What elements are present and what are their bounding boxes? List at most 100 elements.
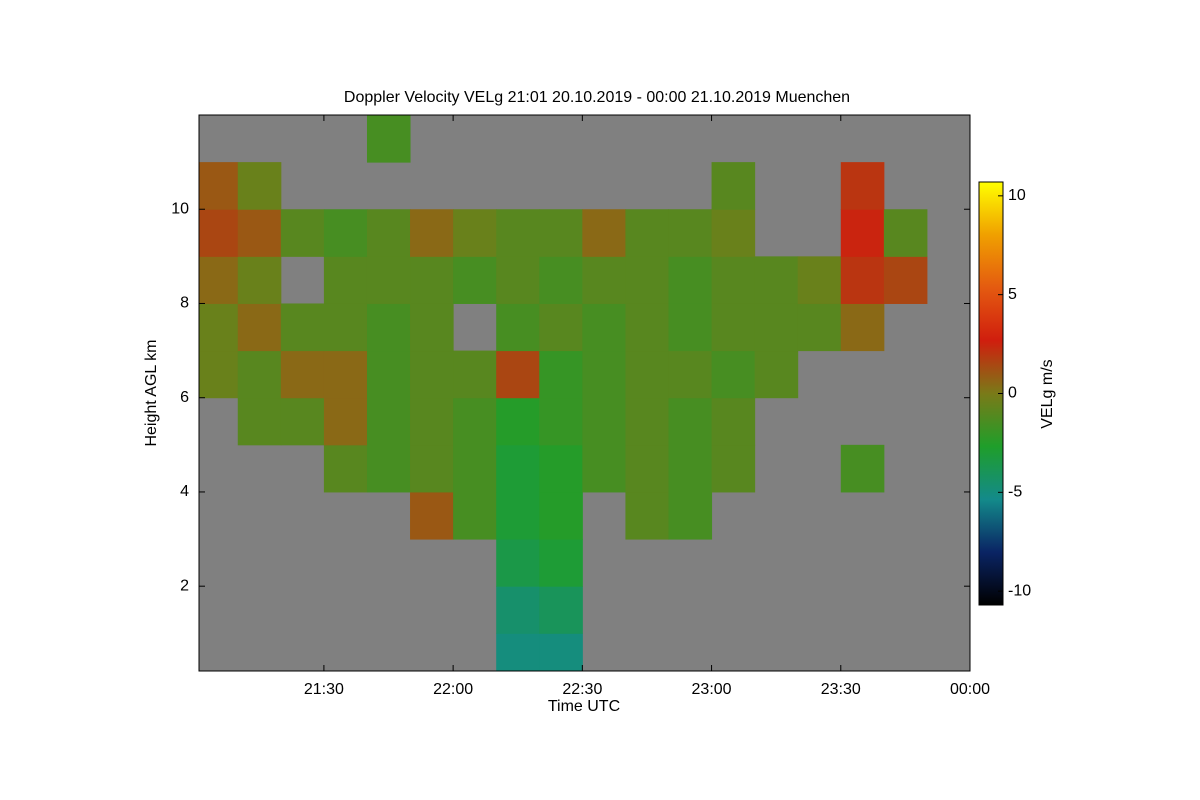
heatmap-cell [410, 444, 454, 493]
heatmap-cell [539, 350, 583, 399]
heatmap-cell [840, 162, 885, 210]
x-tick-label: 22:00 [433, 681, 473, 698]
heatmap-cell [199, 209, 239, 257]
heatmap-cell [496, 303, 540, 352]
heatmap-cell [366, 303, 411, 352]
heatmap-cell [582, 256, 626, 304]
heatmap-cell [453, 397, 497, 446]
chart-title: Doppler Velocity VELg 21:01 20.10.2019 -… [344, 89, 850, 106]
heatmap-cell [883, 209, 928, 257]
heatmap-cell [625, 444, 669, 493]
heatmap-cell [237, 350, 282, 399]
heatmap-cell [366, 209, 411, 257]
heatmap-cell [237, 162, 282, 210]
y-tick-label: 2 [180, 577, 189, 594]
y-tick-label: 8 [180, 295, 189, 312]
heatmap-cell [496, 539, 540, 587]
plot-frame [198, 114, 971, 672]
heatmap-cell [410, 209, 454, 257]
heatmap-cell [582, 397, 626, 446]
y-tick-label: 10 [171, 200, 189, 217]
heatmap-cell [237, 303, 282, 352]
heatmap-cell [496, 633, 540, 672]
heatmap-cell [668, 256, 713, 304]
heatmap-cell [453, 209, 497, 257]
heatmap-cell [625, 303, 669, 352]
x-tick-label: 23:00 [692, 681, 732, 698]
heatmap-cell [539, 444, 583, 493]
heatmap-cell [711, 397, 756, 446]
x-axis-label: Time UTC [548, 698, 620, 715]
heatmap-cell [237, 397, 282, 446]
heatmap-cell [410, 491, 454, 540]
heatmap-cell [366, 350, 411, 399]
heatmap-cell [754, 303, 799, 352]
heatmap-cell [668, 491, 713, 540]
heatmap-cell [280, 303, 325, 352]
heatmap-cell [280, 209, 325, 257]
colorbar-tick-label: -10 [1008, 582, 1031, 599]
x-tick-label: 21:30 [304, 681, 344, 698]
colorbar-label: VELg m/s [1039, 359, 1056, 428]
colorbar-tick-label: -5 [1008, 484, 1022, 501]
heatmap-cell [323, 256, 368, 304]
heatmap-cell [711, 350, 756, 399]
heatmap-cell [711, 162, 756, 210]
heatmap-cell [668, 350, 713, 399]
heatmap-cell [366, 256, 411, 304]
heatmap-cell [582, 303, 626, 352]
heatmap-cell [496, 209, 540, 257]
heatmap-cell [199, 303, 239, 352]
heatmap-cell [625, 491, 669, 540]
heatmap-cell [199, 162, 239, 210]
heatmap-cell [496, 491, 540, 540]
heatmap-cell [582, 350, 626, 399]
heatmap-cell [280, 350, 325, 399]
heatmap-cell [668, 397, 713, 446]
colorbar-tick-label: 5 [1008, 286, 1017, 303]
heatmap-cell [410, 256, 454, 304]
heatmap-cell [754, 256, 799, 304]
heatmap-cell [539, 586, 583, 634]
heatmap-cell [453, 491, 497, 540]
heatmap-cell [323, 350, 368, 399]
heatmap-cell [539, 303, 583, 352]
heatmap-cell [199, 256, 239, 304]
y-axis-label: Height AGL km [143, 339, 160, 446]
heatmap-cell [625, 397, 669, 446]
x-tick-label: 22:30 [562, 681, 602, 698]
heatmap-cell [625, 350, 669, 399]
heatmap-cell [366, 397, 411, 446]
heatmap-cell [711, 256, 756, 304]
heatmap-cell [453, 444, 497, 493]
heatmap-cell [711, 303, 756, 352]
heatmap-cell [199, 350, 239, 399]
heatmap-cell [366, 115, 411, 163]
heatmap-cell [840, 303, 885, 352]
x-tick-label: 00:00 [950, 681, 990, 698]
heatmap-cell [496, 444, 540, 493]
heatmap-cell [625, 256, 669, 304]
heatmap-cell [323, 209, 368, 257]
heatmap-cell [883, 256, 928, 304]
heatmap-cell [539, 209, 583, 257]
colorbar-tick-label: 10 [1008, 187, 1026, 204]
heatmap-cell [840, 209, 885, 257]
heatmap-cell [840, 256, 885, 304]
heatmap-cell [539, 539, 583, 587]
heatmap-cell [496, 586, 540, 634]
heatmap-cell [323, 303, 368, 352]
heatmap-cell [840, 444, 885, 493]
heatmap-cell [539, 256, 583, 304]
heatmap-cell [711, 444, 756, 493]
colorbar-tick-label: 0 [1008, 385, 1017, 402]
y-tick-label: 6 [180, 389, 189, 406]
heatmap-cell [754, 350, 799, 399]
heatmap-cell [668, 444, 713, 493]
heatmap-cell [323, 397, 368, 446]
heatmap-cell [453, 256, 497, 304]
heatmap-cell [539, 397, 583, 446]
heatmap-cell [280, 397, 325, 446]
heatmap-cell [410, 397, 454, 446]
heatmap-cell [539, 491, 583, 540]
